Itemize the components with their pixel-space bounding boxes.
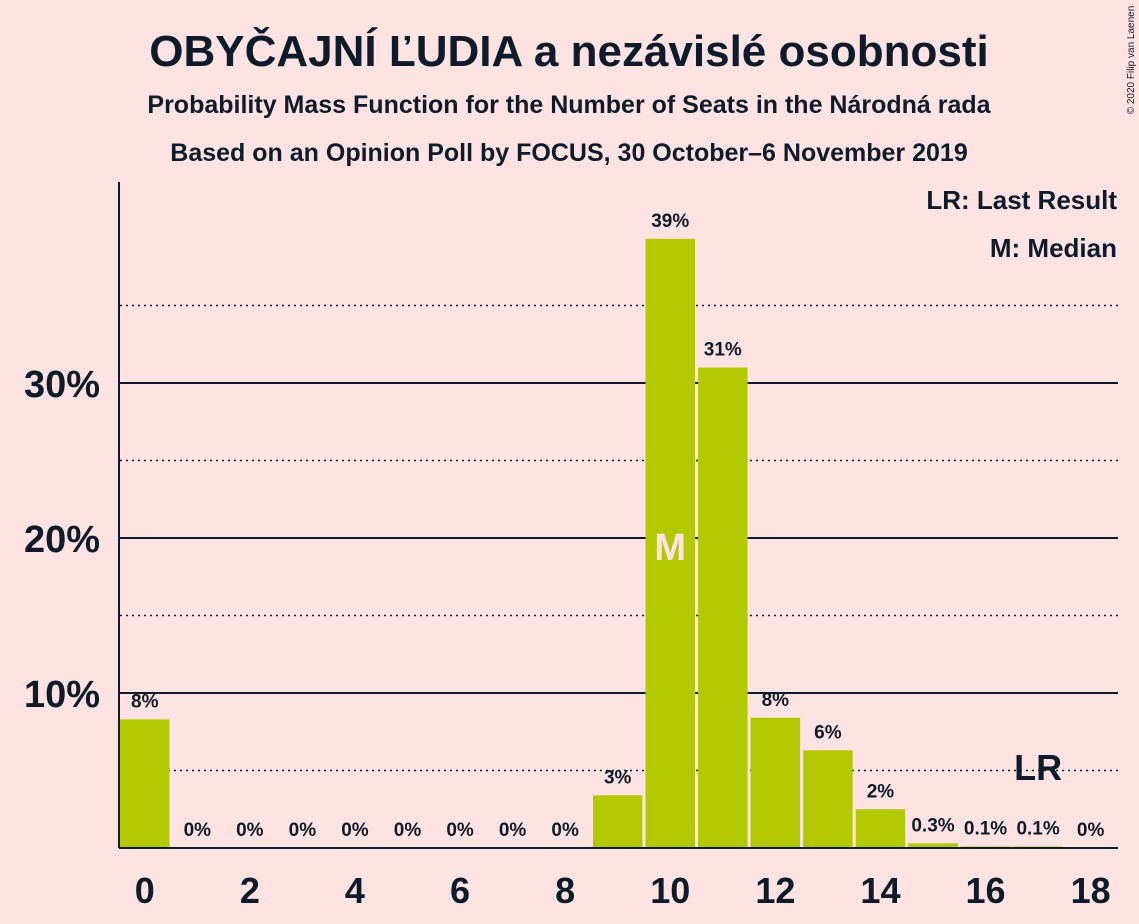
chart-title: OBYČAJNÍ ĽUDIA a nezávislé osobnosti	[149, 25, 988, 76]
x-tick-label: 10	[650, 870, 690, 911]
bar-value-label: 0%	[289, 820, 317, 841]
x-tick-label: 2	[240, 870, 260, 911]
axes: 10% 20% 30% 0 2 4 6 8 10 12 14 16 18	[24, 182, 1118, 911]
bar-value-label: 0.1%	[964, 818, 1007, 839]
legend-median: M: Median	[990, 233, 1117, 263]
chart-subtitle: Probability Mass Function for the Number…	[147, 91, 991, 119]
bar-value-label: 0%	[499, 820, 527, 841]
bar-value-label: 0%	[1077, 820, 1105, 841]
copyright-note: © 2020 Filip van Laenen	[1126, 6, 1137, 115]
x-tick-label: 14	[860, 870, 900, 911]
bar-value-label: 0%	[551, 820, 579, 841]
bar	[750, 717, 801, 848]
bar-value-label: 39%	[651, 211, 689, 232]
bar	[698, 367, 748, 848]
bar-value-label: 0%	[236, 820, 264, 841]
last-result-marker: LR	[1014, 747, 1062, 788]
grid-lines	[120, 304, 1118, 772]
bar	[803, 750, 853, 848]
x-tick-label: 18	[1071, 870, 1111, 911]
x-tick-label: 4	[345, 870, 365, 911]
bar-value-label: 8%	[131, 691, 159, 712]
chart-subtitle-poll: Based on an Opinion Poll by FOCUS, 30 Oc…	[170, 139, 967, 167]
bar	[908, 843, 958, 848]
bar	[592, 795, 643, 848]
bar-value-label: 31%	[704, 340, 742, 361]
bar-value-label: 0%	[184, 820, 212, 841]
x-tick-label: 6	[450, 870, 470, 911]
bar-value-label: 8%	[762, 690, 790, 711]
bar-value-label: 0.1%	[1016, 818, 1059, 839]
legend-last-result: LR: Last Result	[926, 185, 1117, 215]
bar-value-label: 0.3%	[911, 815, 954, 836]
y-tick-label: 30%	[24, 364, 100, 406]
bar-value-label: 0%	[341, 820, 369, 841]
y-tick-label: 10%	[24, 674, 100, 716]
x-tick-label: 16	[966, 870, 1006, 911]
bar	[645, 238, 695, 849]
x-tick-label: 8	[555, 870, 575, 911]
bar	[120, 719, 170, 848]
bar-value-label: 2%	[867, 781, 895, 802]
bar-value-label: 0%	[394, 820, 422, 841]
bar-value-label: 0%	[446, 820, 474, 841]
x-tick-label: 12	[755, 870, 795, 911]
y-tick-label: 20%	[24, 519, 100, 561]
bar-value-label: 6%	[814, 722, 842, 743]
median-marker: M	[654, 527, 686, 569]
bar-value-label: 3%	[604, 767, 632, 788]
x-tick-label: 0	[135, 870, 155, 911]
bars: 8% 0% 0% 0% 0% 0% 0% 0% 0% 3% 39% 31% 8% 6% 2% 0.3% 0.1%…	[120, 211, 1105, 849]
bar	[855, 809, 906, 848]
